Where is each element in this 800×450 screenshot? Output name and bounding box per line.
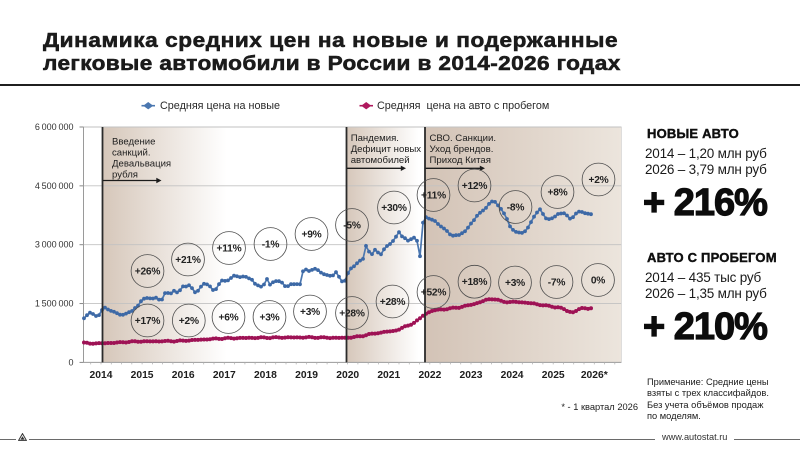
svg-text:+3%: +3%	[259, 313, 279, 324]
svg-text:Приход Китая: Приход Китая	[430, 155, 491, 166]
svg-text:1 500 000: 1 500 000	[35, 299, 74, 309]
svg-text:автомобилей: автомобилей	[351, 155, 410, 166]
svg-text:2020: 2020	[336, 370, 359, 381]
svg-text:+6%: +6%	[218, 313, 238, 324]
svg-text:6 000 000: 6 000 000	[35, 122, 74, 132]
svg-text:2015: 2015	[131, 370, 154, 381]
svg-text:+30%: +30%	[381, 203, 407, 214]
svg-text:Введение: Введение	[112, 136, 155, 147]
svg-text:Уход брендов.: Уход брендов.	[430, 144, 494, 155]
svg-text:3 000 000: 3 000 000	[35, 240, 74, 250]
svg-text:+11%: +11%	[217, 244, 242, 255]
svg-text:+3%: +3%	[300, 307, 320, 318]
svg-text:2023: 2023	[460, 370, 483, 381]
svg-text:+8%: +8%	[547, 188, 567, 199]
svg-text:4 500 000: 4 500 000	[35, 181, 74, 191]
svg-text:2025: 2025	[542, 370, 565, 381]
svg-text:2022: 2022	[418, 370, 441, 381]
svg-text:2018: 2018	[254, 370, 277, 381]
svg-text:+21%: +21%	[175, 255, 201, 266]
svg-text:+18%: +18%	[462, 277, 488, 288]
svg-text:-5%: -5%	[343, 221, 361, 232]
svg-text:+9%: +9%	[301, 230, 321, 241]
svg-text:Девальвация: Девальвация	[112, 158, 171, 169]
svg-text:+12%: +12%	[462, 181, 488, 192]
svg-text:+28%: +28%	[380, 297, 406, 308]
svg-text:2014: 2014	[90, 370, 113, 381]
svg-text:+2%: +2%	[588, 175, 608, 186]
svg-text:0%: 0%	[591, 276, 605, 287]
svg-text:Пандемия.: Пандемия.	[351, 133, 399, 144]
svg-text:2024: 2024	[501, 370, 524, 381]
svg-text:0: 0	[68, 357, 73, 367]
svg-text:2019: 2019	[295, 370, 318, 381]
svg-text:+26%: +26%	[135, 267, 161, 278]
svg-text:2016: 2016	[172, 370, 195, 381]
svg-text:-7%: -7%	[548, 278, 566, 289]
svg-text:СВО. Санкции.: СВО. Санкции.	[430, 133, 497, 144]
svg-text:2026*: 2026*	[581, 370, 608, 381]
svg-text:+11%: +11%	[421, 191, 446, 202]
svg-text:+28%: +28%	[339, 309, 365, 320]
svg-text:+3%: +3%	[505, 278, 525, 289]
svg-text:+17%: +17%	[135, 316, 161, 327]
svg-text:-1%: -1%	[262, 240, 280, 251]
svg-text:+52%: +52%	[421, 288, 447, 299]
svg-text:Дефицит новых: Дефицит новых	[351, 144, 422, 155]
svg-text:санкций.: санкций.	[112, 147, 151, 158]
svg-text:рубля: рубля	[112, 169, 138, 180]
svg-text:-8%: -8%	[507, 203, 525, 214]
svg-text:+2%: +2%	[179, 316, 199, 327]
svg-text:2021: 2021	[377, 370, 400, 381]
svg-text:2017: 2017	[213, 370, 236, 381]
